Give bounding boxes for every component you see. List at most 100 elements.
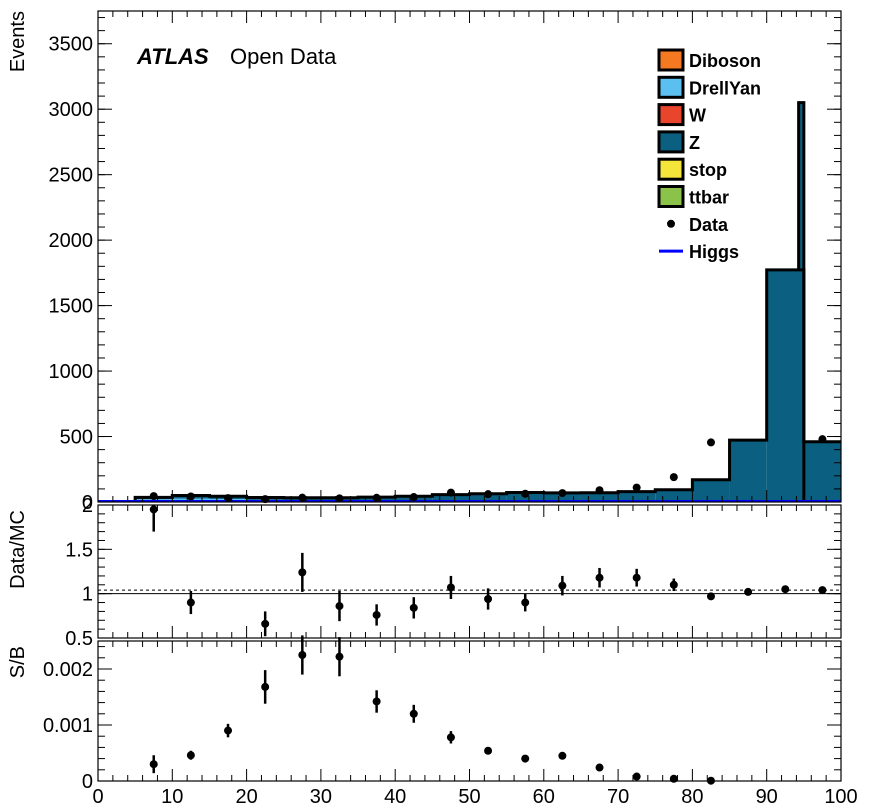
legend-label: Diboson xyxy=(689,51,761,71)
legend-swatch-diboson xyxy=(657,48,685,72)
ratio-point xyxy=(744,587,753,596)
data-point xyxy=(446,488,455,497)
stack-bar-z xyxy=(432,494,470,502)
sb-point xyxy=(484,746,493,755)
sb-point xyxy=(186,751,195,760)
y-tick-label: 2500 xyxy=(49,165,94,187)
stack-bar-z xyxy=(766,269,804,501)
data-point xyxy=(298,493,307,502)
main-panel: 0 500 1000 1500 2000 2500 3000 3500 Events xyxy=(7,10,842,514)
y-tick-label: 0 xyxy=(82,771,93,793)
sb-point xyxy=(335,652,344,661)
x-tick-label: 10 xyxy=(161,786,183,808)
x-tick-label: 60 xyxy=(533,786,555,808)
y-tick-label: 0.002 xyxy=(43,659,93,681)
legend-label: stop xyxy=(689,160,727,180)
y-tick-label: 1000 xyxy=(49,361,94,383)
x-tick-label: 0 xyxy=(92,786,103,808)
stack-bar-z xyxy=(803,441,841,502)
data-point xyxy=(818,435,827,444)
ratio-point xyxy=(706,592,715,601)
data-point xyxy=(409,493,418,502)
sb-point xyxy=(298,651,307,659)
sb-point xyxy=(224,726,233,735)
ratio-point xyxy=(149,505,158,514)
ratio-point xyxy=(409,603,418,612)
x-tick-label: 40 xyxy=(384,786,406,808)
atlas-experiment-label: ATLAS xyxy=(136,44,209,69)
y-tick-label: 2000 xyxy=(49,230,94,252)
ratio-point xyxy=(298,568,307,577)
legend-marker-data xyxy=(667,219,675,228)
x-tick-label: 50 xyxy=(458,786,480,808)
stack-bar-z xyxy=(580,492,619,502)
y-tick-label: 0 xyxy=(82,492,93,514)
legend-label: ttbar xyxy=(689,188,729,208)
ratio-point xyxy=(446,583,455,592)
sb-point xyxy=(446,733,455,742)
ratio-point xyxy=(521,598,530,607)
data-point xyxy=(149,492,158,501)
y-tick-label: 2 xyxy=(82,495,93,517)
x-tick-label: 90 xyxy=(756,786,778,808)
sb-point xyxy=(409,709,418,718)
sb-point xyxy=(149,760,158,769)
plot-frame xyxy=(97,640,842,782)
stack-bar-z xyxy=(692,479,730,502)
data-point xyxy=(595,486,604,495)
sb-point xyxy=(261,682,270,691)
sb-point xyxy=(558,751,567,760)
x-tick-label: 30 xyxy=(310,786,332,808)
sb-point xyxy=(595,763,604,772)
ratio-point xyxy=(818,586,827,595)
ratio-point xyxy=(484,594,493,603)
ratio-panel: 0.5 1 1.5 2 Data/MC xyxy=(7,495,842,650)
ratio-point xyxy=(558,581,567,590)
ratio-point xyxy=(781,585,790,594)
data-point xyxy=(521,489,530,498)
y-axis-label: S/B xyxy=(7,646,29,678)
data-point xyxy=(372,493,381,502)
legend-label: W xyxy=(689,106,706,126)
y-axis-label: Data/MC xyxy=(7,510,29,589)
data-point xyxy=(224,494,233,503)
data-point xyxy=(261,495,270,504)
ratio-point xyxy=(595,573,604,582)
ratio-point xyxy=(186,598,195,607)
x-tick-label: 20 xyxy=(235,786,257,808)
atlas-open-data-label: Open Data xyxy=(230,44,337,69)
legend-swatch-drellyan xyxy=(657,75,685,99)
y-tick-label: 3000 xyxy=(49,99,94,121)
peak-outline xyxy=(797,101,806,502)
ratio-point xyxy=(669,580,678,589)
sb-point xyxy=(632,772,641,781)
legend-label: Data xyxy=(689,215,729,235)
ratio-point xyxy=(372,610,381,619)
stack-bar-z xyxy=(618,491,656,502)
sb-point xyxy=(521,754,530,763)
x-tick-label: 100 xyxy=(824,786,857,808)
ratio-point xyxy=(261,619,270,628)
ratio-point xyxy=(335,602,344,611)
sb-point xyxy=(372,697,381,706)
y-tick-label: 3500 xyxy=(49,34,94,56)
atlas-label: ATLAS Open Data xyxy=(136,44,337,69)
stack-bar-z-peak xyxy=(798,102,804,270)
data-point xyxy=(558,489,567,498)
y-tick-label: 1500 xyxy=(49,296,94,318)
ratio-plot-area xyxy=(98,505,841,637)
data-point xyxy=(706,438,715,447)
y-tick-label: 0.001 xyxy=(43,715,93,737)
legend-label: Higgs xyxy=(689,242,739,262)
x-tick-label: 70 xyxy=(607,786,629,808)
y-tick-label: 0.5 xyxy=(65,628,93,650)
y-tick-label: 1 xyxy=(82,584,93,606)
stack-bar-z xyxy=(543,492,581,502)
legend-swatch-z xyxy=(657,130,685,154)
legend-label: DrellYan xyxy=(689,78,761,98)
data-point xyxy=(632,483,641,492)
legend-swatch-stop xyxy=(657,157,685,181)
y-axis-label: Events xyxy=(7,11,29,72)
